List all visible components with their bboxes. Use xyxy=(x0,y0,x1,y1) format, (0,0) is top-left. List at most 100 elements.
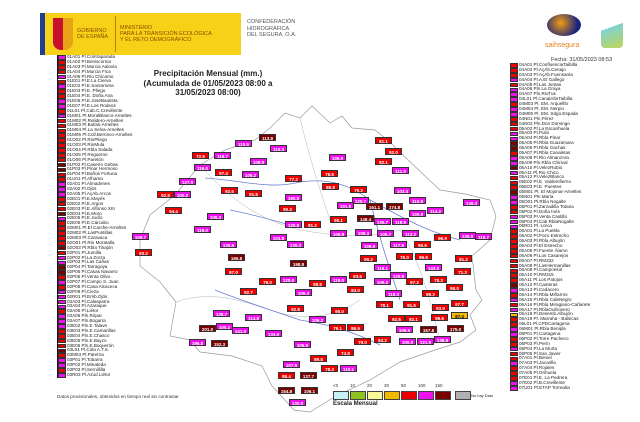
station-value-box[interactable]: 120.7 xyxy=(352,197,369,204)
station-list-item[interactable]: 01E06 Pl.E.JoséBautista xyxy=(58,98,132,104)
station-value-box[interactable]: 91.5 xyxy=(403,301,420,308)
station-list-item[interactable]: 06A02 Pl.Pozo Estrecho xyxy=(510,233,590,239)
station-list-item[interactable]: 01P04 Pl.Baños Fortuna xyxy=(58,171,132,178)
station-list-item[interactable]: 01O03 Pl.RioMula xyxy=(58,142,132,148)
station-value-box[interactable]: 111.0 xyxy=(392,167,409,174)
station-value-box[interactable]: 113.2 xyxy=(402,230,419,237)
station-value-box[interactable]: 135.3 xyxy=(287,241,304,248)
station-list-item[interactable]: 03A07 Pln.Bogarra xyxy=(58,318,132,324)
station-list-item[interactable]: 01E01 Pl.E.La Cierva xyxy=(58,79,132,85)
station-list-item[interactable]: 01L01 Pl.Cab.C.Crevillente xyxy=(58,108,132,114)
station-value-box[interactable]: 71.3 xyxy=(454,268,471,275)
station-value-box[interactable]: 97.0 xyxy=(225,268,242,275)
station-value-box[interactable]: 106.3 xyxy=(207,213,224,220)
station-value-box[interactable]: 115.5 xyxy=(235,140,252,147)
station-value-box[interactable]: 72.6 xyxy=(192,152,209,159)
station-value-box[interactable]: 103.4 xyxy=(394,187,411,194)
station-list-item[interactable]: 06L01 Pl.CPDCartagena xyxy=(510,321,590,327)
station-value-box[interactable]: 138.8 xyxy=(434,336,451,343)
station-list-item[interactable]: 06P05 Pl.San Javier xyxy=(510,351,590,357)
station-list-item[interactable]: 06A05 Pl.Fuente Álamo xyxy=(510,248,590,254)
station-value-box[interactable]: 97.7 xyxy=(451,300,468,307)
station-value-box[interactable]: 100.2 xyxy=(174,191,191,198)
station-list-item[interactable]: 06A09 Pl.Campoesol xyxy=(510,268,590,274)
station-list-item[interactable]: 02P07 Pl.Campo S. Juan xyxy=(58,279,132,285)
station-list-item[interactable]: 02P02 Pl.La Zorza xyxy=(58,255,132,261)
station-list-item[interactable]: 06P04 Pl.La Murta xyxy=(510,346,590,352)
station-list-item[interactable]: 03P02 Pl.Minateda xyxy=(58,362,132,368)
station-list-item[interactable]: 03A04 Pl.Azaraque xyxy=(58,304,132,310)
station-value-box[interactable]: 97.2 xyxy=(406,278,423,285)
station-list-item[interactable]: 07E02 Pl.B.Crevillente xyxy=(510,380,590,386)
station-list-item[interactable]: 05A05 Pl.Rbla Guazamara xyxy=(510,140,590,146)
station-list-item[interactable]: 02M01 Pl.El Carche-Arneltes xyxy=(58,225,132,231)
station-list-item[interactable]: 05A09 Pln.Rbla Chirival xyxy=(510,160,590,166)
station-value-box[interactable]: 118.7 xyxy=(475,233,492,240)
station-list-item[interactable]: 01E03 Pl.E. Pliego xyxy=(58,88,132,94)
station-list-item[interactable]: 06A01 Pl.La Puebla xyxy=(510,228,590,235)
station-value-box[interactable]: 146.3 xyxy=(463,199,480,206)
station-value-box[interactable]: 89.8 xyxy=(310,355,327,362)
station-list-item[interactable]: 02P05 Pl.Casas Navarro xyxy=(58,269,132,275)
station-value-box[interactable]: 79.2 xyxy=(350,186,367,193)
station-list-item[interactable]: 06A11 Pl.Los Patojos xyxy=(510,277,590,283)
station-list-item[interactable]: 02E01 Pl.E.Mayés xyxy=(58,196,132,202)
station-list-item[interactable]: 01O06 Pl.Paretón xyxy=(58,157,132,163)
station-value-box[interactable]: 106.1 xyxy=(301,387,318,394)
station-value-box[interactable]: 79.1 xyxy=(329,324,346,331)
station-value-box[interactable]: 95.0 xyxy=(331,307,348,314)
station-list-item[interactable]: 01A03 Pl.Murcia Aalovia xyxy=(58,64,132,70)
station-value-box[interactable]: 92.6 xyxy=(388,315,405,322)
station-list-item[interactable]: 02O03 Pl.Rbla Tinajón xyxy=(58,245,132,251)
station-list-item[interactable]: 06M01 Pl.Rbla Benipla xyxy=(510,326,590,332)
station-value-box[interactable]: 174.8 xyxy=(386,203,403,210)
station-value-box[interactable]: 78.1 xyxy=(376,301,393,308)
station-value-box[interactable]: 82.1 xyxy=(405,315,422,322)
station-value-box[interactable]: 161.1 xyxy=(366,203,383,210)
station-value-box[interactable]: 165.8 xyxy=(228,254,245,261)
station-list-item[interactable]: 05A02 Pl.La Escarihuela xyxy=(510,126,590,132)
station-list-item[interactable]: 04M03 Pl. EM. Arquelllo xyxy=(510,101,590,107)
station-list-item[interactable]: 04A03 Pl.AçAb.Fuensanta xyxy=(510,72,590,78)
station-value-box[interactable]: 134.6 xyxy=(265,330,282,337)
station-list-item[interactable]: 06A08 Pl.LasHermanillas xyxy=(510,263,590,269)
station-value-box[interactable]: 106.8 xyxy=(330,230,347,237)
station-list-item[interactable]: 05A06 Pl.Rbla Gachas xyxy=(510,145,590,151)
station-list-item[interactable]: 02E05 Pl.E.Judío xyxy=(58,215,132,222)
station-value-box[interactable]: 106.2 xyxy=(309,316,326,323)
station-list-item[interactable]: 05P02 Pl.Doña Inés xyxy=(510,209,590,215)
station-list-item[interactable]: 02P01 Pl.Jumilla xyxy=(58,250,132,256)
station-value-box[interactable]: 100.2 xyxy=(216,323,233,330)
station-value-box[interactable]: 116.3 xyxy=(270,145,287,152)
station-value-box[interactable]: 103.8 xyxy=(270,234,287,241)
station-list-item[interactable]: 07E01 Pl.E. La Pedrera xyxy=(510,375,590,381)
station-list-item[interactable]: 03E04 Pln.E.Chasco xyxy=(58,333,132,339)
station-value-box[interactable]: 175.0 xyxy=(447,325,464,332)
station-list-item[interactable]: 05A12 Pl.VelezBlanco xyxy=(510,175,590,181)
station-value-box[interactable]: 118.3 xyxy=(385,290,402,297)
station-value-box[interactable]: 82.1 xyxy=(375,158,392,165)
station-list-item[interactable]: 06P02 Pl.Torre Pacheco xyxy=(510,336,590,342)
station-list-item[interactable]: 06P03 Pl.Perín xyxy=(510,341,590,347)
station-value-box[interactable]: 86.6 xyxy=(415,253,432,260)
station-value-box[interactable]: 130.5 xyxy=(220,241,237,248)
station-value-box[interactable]: 113.8 xyxy=(259,134,276,141)
station-list-item[interactable]: 02E02 Pl.E.Argos xyxy=(58,201,132,207)
station-list-item[interactable]: 06P01 Pl.Cartagena xyxy=(510,331,590,337)
station-value-box[interactable]: 120.0 xyxy=(390,272,407,279)
station-list-item[interactable]: 02P03 Pl.Las Cañas xyxy=(58,260,132,266)
station-value-box[interactable]: 106.6 xyxy=(361,242,378,249)
station-value-box[interactable]: 90.2 xyxy=(360,255,377,262)
station-value-box[interactable]: 114.2 xyxy=(427,207,444,214)
station-list-item[interactable]: 02E06 Pl.E.Cárcabo xyxy=(58,220,132,227)
station-value-box[interactable]: 106.7 xyxy=(377,230,394,237)
station-value-box[interactable]: 121.5 xyxy=(417,338,434,345)
station-list-item[interactable]: 03E03 Pln.E.Camarillas xyxy=(58,328,132,334)
station-list-item[interactable]: 04A06 Pln.La Graya xyxy=(510,87,590,93)
station-list-item[interactable]: 02P09 Pl.Cieza xyxy=(58,289,132,295)
station-list-item[interactable]: 04A02 Pl.AçAb.Cenajo xyxy=(510,67,590,73)
station-value-box[interactable]: 84.2 xyxy=(374,336,391,343)
station-list-item[interactable]: 06A07 Pl.RM332 xyxy=(510,258,590,264)
station-list-item[interactable]: 01U01 Pl.Alhama xyxy=(58,176,132,182)
station-list-item[interactable]: 02A01 Pl.Almadenes xyxy=(58,181,132,187)
